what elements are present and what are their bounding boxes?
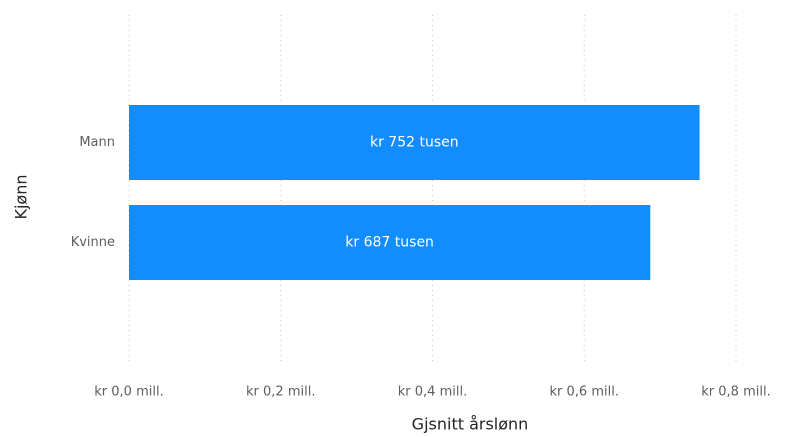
x-tick-label: kr 0,8 mill.	[701, 385, 770, 400]
y-axis-label: Kjønn	[12, 174, 31, 219]
x-tick-label: kr 0,4 mill.	[398, 385, 467, 400]
bar	[129, 205, 651, 280]
bar	[129, 105, 700, 180]
x-tick-label: kr 0,6 mill.	[550, 385, 619, 400]
value-label: kr 752 tusen	[370, 135, 459, 151]
value-label: kr 687 tusen	[345, 235, 434, 251]
y-tick-label: Mann	[79, 135, 115, 150]
x-tick-label: kr 0,2 mill.	[246, 385, 315, 400]
x-tick-label: kr 0,0 mill.	[94, 385, 163, 400]
x-axis-label: Gjsnitt årslønn	[412, 415, 529, 434]
y-tick-label: Kvinne	[71, 235, 115, 250]
